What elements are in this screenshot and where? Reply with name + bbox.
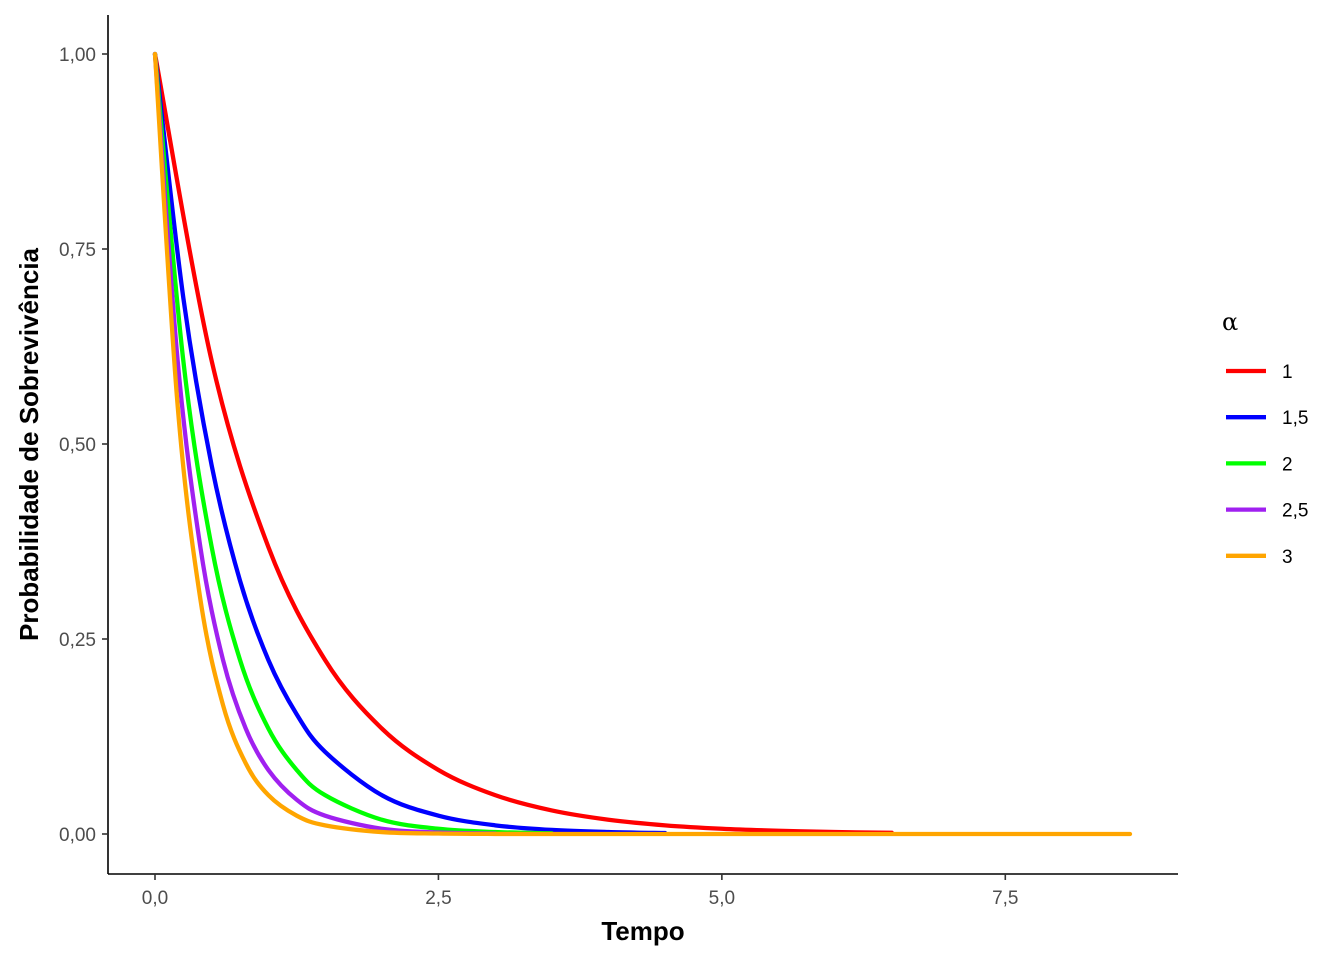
legend-label-3: 2 (1282, 454, 1293, 475)
y-tick-label: 0,00 (59, 825, 96, 846)
x-axis-title: Tempo (601, 916, 684, 946)
series-group (152, 51, 1133, 837)
series-line-4 (152, 51, 498, 836)
y-tick-label: 0,50 (59, 435, 96, 456)
x-tick-label: 2,5 (425, 888, 451, 909)
series-line-5 (152, 51, 1133, 837)
legend: α 1 1,5 2 2,5 3 (1222, 308, 1308, 568)
series-line-2 (152, 51, 668, 836)
legend-label-4: 2,5 (1282, 501, 1308, 522)
plot-area: 0,00 0,25 0,50 0,75 1,00 0,0 2,5 5,0 7,5 (59, 15, 1178, 909)
y-axis-ticks: 0,00 0,25 0,50 0,75 1,00 (59, 45, 108, 846)
series-line-1 (152, 51, 895, 835)
series-line-3 (152, 51, 554, 836)
x-tick-label: 7,5 (992, 888, 1018, 909)
legend-label-2: 1,5 (1282, 408, 1308, 429)
x-tick-label: 5,0 (709, 888, 735, 909)
legend-items: 1 1,5 2 2,5 3 (1226, 362, 1308, 568)
legend-label-5: 3 (1282, 547, 1293, 568)
y-tick-label: 1,00 (59, 45, 96, 66)
x-tick-label: 0,0 (142, 888, 168, 909)
y-tick-label: 0,25 (59, 630, 96, 651)
y-axis-title: Probabilidade de Sobrevivência (14, 247, 44, 641)
legend-title: α (1222, 308, 1238, 336)
x-axis-ticks: 0,0 2,5 5,0 7,5 (142, 874, 1019, 909)
legend-label-1: 1 (1282, 362, 1293, 383)
y-tick-label: 0,75 (59, 240, 96, 261)
